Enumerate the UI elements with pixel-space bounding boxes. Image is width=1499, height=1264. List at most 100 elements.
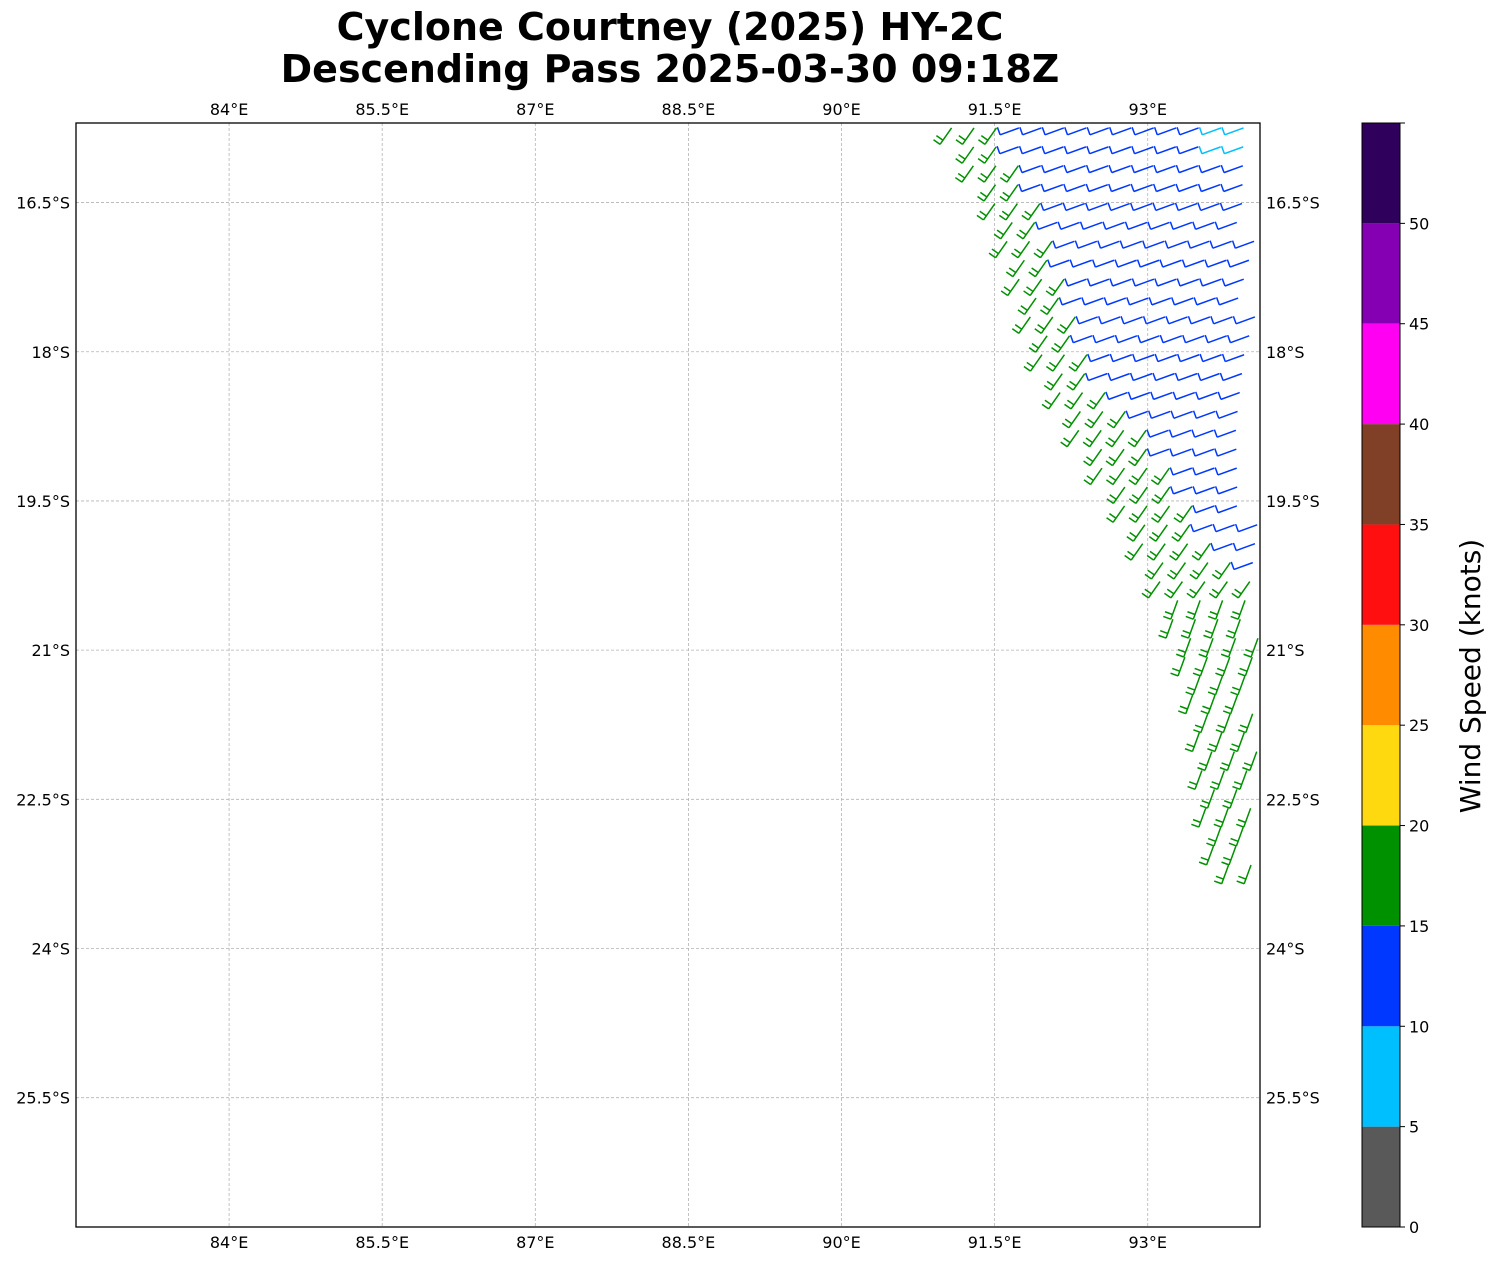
wind-barb	[1041, 145, 1064, 155]
wind-barb	[933, 127, 953, 145]
wind-barb	[1005, 259, 1025, 278]
longitude-labels-top: 84°E 85.5°E 87°E 88.5°E 90°E 91.5°E 93°E	[210, 100, 1167, 119]
wind-barb	[1142, 240, 1165, 249]
wind-barb	[1204, 334, 1228, 344]
wind-barb	[1105, 467, 1126, 486]
wind-barb	[1137, 334, 1160, 344]
wind-barb	[1060, 429, 1080, 448]
wind-barb	[1028, 259, 1048, 278]
colorbar-title: Wind Speed (knots)	[1454, 539, 1487, 813]
wind-barb	[1176, 145, 1199, 155]
wind-barb	[1221, 845, 1237, 866]
wind-barb	[1214, 467, 1237, 476]
wind-barb	[1169, 543, 1189, 561]
wind-barb	[1109, 353, 1133, 363]
wind-barb	[1097, 240, 1120, 249]
wind-barb	[1086, 145, 1109, 155]
wind-barb	[1106, 486, 1126, 505]
wind-barb	[1213, 864, 1230, 885]
wind-barb	[1130, 164, 1154, 174]
wind-barb	[1084, 202, 1108, 212]
lon-tick-label-top: 90°E	[822, 100, 860, 119]
wind-barb	[1176, 127, 1199, 136]
wind-barb	[1040, 164, 1064, 174]
longitude-labels-bottom: 84°E 85.5°E 87°E 88.5°E 90°E 91.5°E 93°E	[210, 1233, 1167, 1252]
wind-barb	[1234, 523, 1258, 533]
wind-barb	[1150, 467, 1170, 486]
wind-barb	[1164, 240, 1187, 249]
wind-barb	[1017, 297, 1037, 316]
wind-barb	[1185, 675, 1201, 696]
wind-barb	[1146, 448, 1170, 457]
wind-barb	[1128, 467, 1148, 486]
wind-barb	[1147, 221, 1170, 231]
lon-tick-label-bottom: 85.5°E	[355, 1233, 409, 1252]
wind-barb	[1062, 202, 1086, 212]
wind-barb	[1237, 656, 1253, 677]
wind-barb	[1180, 619, 1197, 639]
wind-barb	[1207, 600, 1224, 620]
wind-barb	[1092, 334, 1115, 344]
wind-barb	[1226, 334, 1250, 344]
wind-barb	[1045, 278, 1065, 297]
wind-barb	[1151, 505, 1171, 523]
lon-tick-label-top: 91.5°E	[968, 100, 1022, 119]
wind-barb	[1215, 410, 1238, 419]
wind-barb	[1068, 354, 1088, 372]
latitude-labels-left: 16.5°S 18°S 19.5°S 21°S 22.5°S 24°S 25.5°S	[16, 194, 70, 1108]
map-frame	[75, 122, 1261, 1228]
lat-tick-label-left: 19.5°S	[16, 492, 70, 511]
colorbar-segment	[1362, 323, 1400, 425]
wind-barb	[1018, 145, 1042, 155]
colorbar-segment	[1362, 624, 1400, 726]
wind-barb	[1175, 637, 1192, 658]
wind-barb	[1086, 392, 1106, 410]
colorbar-segment	[1362, 223, 1400, 324]
wind-barb	[1152, 202, 1175, 212]
wind-barb	[1141, 581, 1161, 599]
wind-barb	[1040, 297, 1060, 316]
wind-barb	[1197, 183, 1221, 193]
wind-barb	[1064, 127, 1087, 136]
wind-barb	[1207, 732, 1223, 753]
wind-barb	[1011, 316, 1031, 334]
wind-barb	[1192, 486, 1215, 495]
wind-barb	[1214, 221, 1238, 231]
wind-barb	[1215, 656, 1231, 677]
wind-barb	[1204, 259, 1227, 268]
wind-barb	[1170, 656, 1186, 677]
wind-barb	[1231, 240, 1255, 249]
wind-barb	[1163, 581, 1184, 599]
lat-tick-label-left: 22.5°S	[16, 790, 70, 809]
wind-barb	[1058, 297, 1082, 306]
wind-barb	[954, 165, 974, 183]
wind-barb	[1126, 297, 1149, 306]
wind-barb	[1016, 222, 1036, 240]
wind-barb	[1047, 259, 1070, 268]
wind-barb	[1192, 467, 1215, 476]
wind-barb	[1040, 202, 1063, 212]
wind-barb	[1109, 278, 1132, 287]
wind-barb	[1169, 486, 1193, 495]
wind-barb	[1045, 354, 1066, 372]
wind-barb	[1066, 373, 1086, 391]
wind-barb	[1128, 486, 1148, 505]
wind-barb	[1041, 127, 1065, 136]
lat-tick-label-left: 16.5°S	[16, 194, 70, 213]
wind-barb	[1230, 675, 1246, 696]
wind-barb	[1232, 770, 1248, 790]
wind-barb	[955, 146, 975, 164]
wind-barb	[1170, 410, 1193, 419]
lon-tick-label-top: 87°E	[516, 100, 554, 119]
wind-barb	[1108, 183, 1131, 193]
wind-barb	[1197, 202, 1220, 212]
wind-barb	[1198, 637, 1214, 658]
wind-barb	[1214, 448, 1237, 457]
wind-barb	[1221, 353, 1245, 363]
wind-barb	[1168, 429, 1192, 438]
wind-barb	[1175, 164, 1199, 174]
wind-barb	[1230, 561, 1254, 571]
wind-barb	[1235, 808, 1252, 828]
lon-tick-label-top: 85.5°E	[355, 100, 409, 119]
